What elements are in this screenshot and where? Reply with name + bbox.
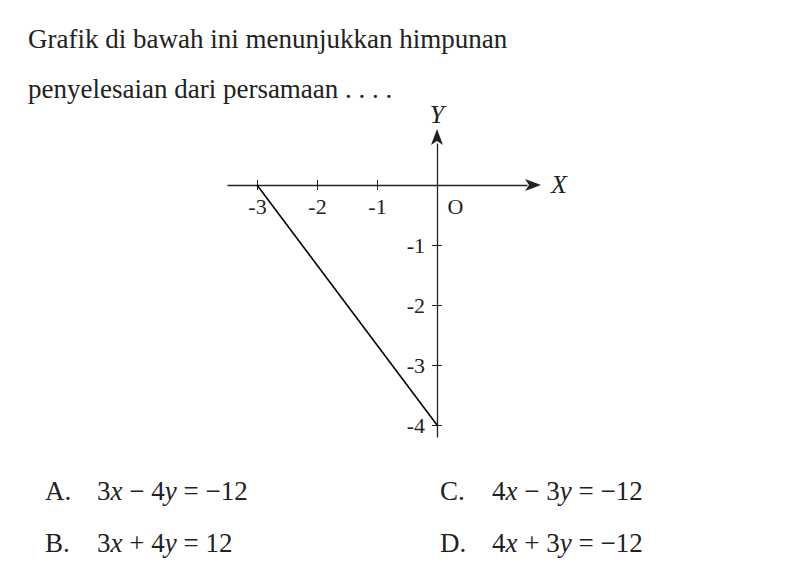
- question-line: Grafik di bawah ini menunjukkan himpunan: [28, 24, 508, 54]
- x-arrow: [525, 179, 541, 191]
- option-text: 3x − 4y = −12: [97, 476, 248, 506]
- y-tick: -1: [407, 233, 442, 258]
- y-tick-label: -1: [407, 233, 425, 258]
- y-tick-mark: [432, 305, 442, 306]
- option-label: D.: [440, 528, 466, 558]
- x-axis: -3 -2 -1 O: [228, 180, 528, 219]
- y-tick: -2: [407, 293, 442, 318]
- option-label: B.: [45, 528, 70, 558]
- option-text: 3x + 4y = 12: [97, 528, 232, 558]
- x-tick: -1: [368, 180, 386, 219]
- canvas: Grafik di bawah ini menunjukkan himpunan…: [0, 0, 805, 576]
- x-tick-label: O: [448, 194, 464, 219]
- x-tick-label: -2: [308, 194, 326, 219]
- x-tick: O: [438, 180, 464, 219]
- y-tick: -3: [407, 353, 442, 378]
- option-label: C.: [440, 476, 465, 506]
- y-tick-label: -3: [407, 353, 425, 378]
- y-arrow: [431, 129, 443, 145]
- y-tick-mark: [432, 365, 442, 366]
- x-tick-mark: [317, 180, 318, 190]
- y-axis: -1 -2 -3 -4: [407, 144, 442, 438]
- x-tick-label: -1: [368, 194, 386, 219]
- y-axis-line: [437, 144, 438, 438]
- x-tick: -2: [308, 180, 326, 219]
- y-tick-mark: [432, 245, 442, 246]
- option-text: 4x − 3y = −12: [492, 476, 643, 506]
- x-axis-title: X: [550, 170, 568, 199]
- option-text: 4x + 3y = −12: [492, 528, 643, 558]
- y-tick-label: -2: [407, 293, 425, 318]
- question-line: penyelesaian dari persamaan . . . .: [28, 74, 392, 104]
- plot-area: [257, 185, 437, 425]
- y-axis-title: Y: [430, 100, 447, 129]
- y-tick-mark: [432, 425, 442, 426]
- solution-line: [257, 185, 437, 425]
- x-tick-mark: [377, 180, 378, 190]
- y-tick-label: -4: [407, 413, 425, 438]
- x-tick-label: -3: [248, 194, 266, 219]
- option-label: A.: [45, 476, 71, 506]
